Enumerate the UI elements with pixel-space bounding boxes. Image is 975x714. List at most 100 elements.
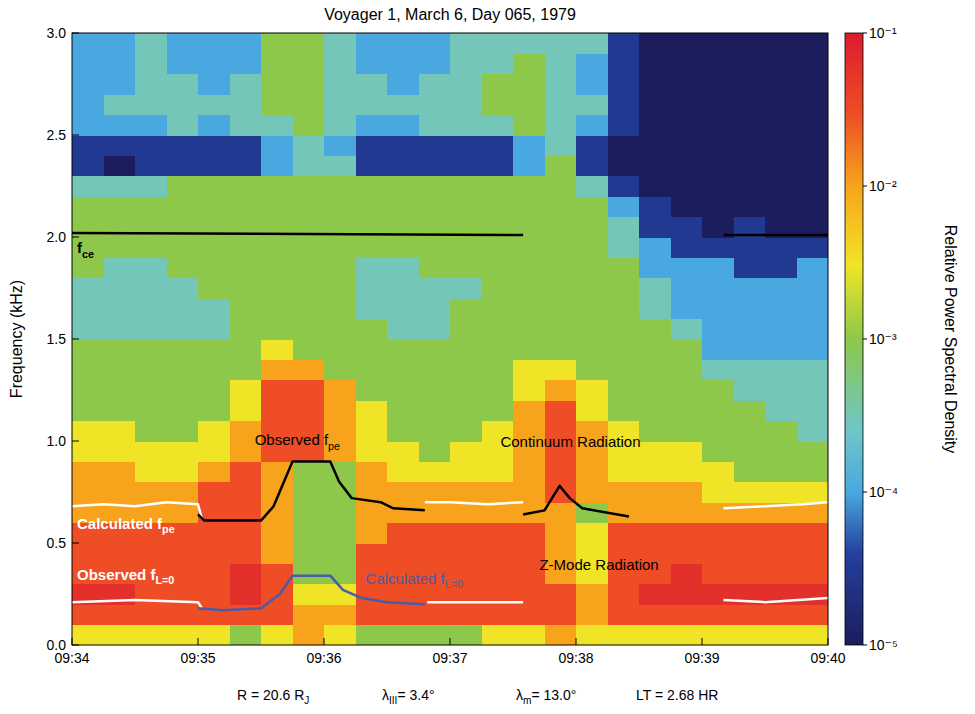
cell (608, 461, 640, 482)
cell (198, 33, 230, 54)
cells (72, 33, 828, 645)
cell (230, 461, 262, 482)
cell (734, 625, 766, 645)
y-tick-label: 2.5 (47, 127, 67, 143)
y-tick (72, 543, 79, 544)
cell (797, 625, 829, 645)
cell (72, 278, 104, 299)
cell (167, 237, 199, 258)
cell (230, 584, 262, 605)
cell (198, 400, 230, 421)
cell (765, 155, 797, 176)
cell (293, 584, 325, 605)
cell (671, 563, 703, 584)
cell (324, 237, 356, 258)
annotation: fce (77, 239, 94, 260)
text-main: λ (382, 687, 389, 703)
cell (734, 115, 766, 136)
cell (167, 53, 199, 74)
cell (702, 523, 734, 544)
cell (734, 380, 766, 401)
cell (545, 176, 577, 197)
cell (545, 625, 577, 645)
cell (450, 176, 482, 197)
cell (702, 74, 734, 95)
cell (450, 625, 482, 645)
cell (545, 257, 577, 278)
cell (104, 33, 136, 54)
cell (104, 482, 136, 503)
cell (104, 115, 136, 136)
cell (608, 604, 640, 625)
cell (797, 563, 829, 584)
text-sub: ce (82, 248, 94, 260)
cell (293, 625, 325, 645)
cell (671, 400, 703, 421)
cell (356, 237, 388, 258)
cell (797, 339, 829, 360)
cell (356, 115, 388, 136)
cell (419, 74, 451, 95)
cell (135, 625, 167, 645)
cell (545, 604, 577, 625)
colorbar-tick-label: 10⁻⁴ (869, 484, 898, 500)
cell (702, 53, 734, 74)
cell (293, 380, 325, 401)
cell (104, 176, 136, 197)
cell (387, 421, 419, 442)
cell (765, 523, 797, 544)
cell (608, 237, 640, 258)
footer-text: R = 20.6 RJ (237, 687, 309, 706)
cell (167, 543, 199, 564)
cell (734, 74, 766, 95)
cell (419, 196, 451, 217)
cell (72, 115, 104, 136)
cell (639, 115, 671, 136)
cell (293, 135, 325, 156)
cell (671, 380, 703, 401)
cell (135, 135, 167, 156)
cell (671, 441, 703, 462)
cell (261, 604, 293, 625)
cell (72, 359, 104, 380)
cell (513, 278, 545, 299)
cell (450, 461, 482, 482)
cell (576, 94, 608, 115)
cell (545, 298, 577, 319)
cell (104, 380, 136, 401)
y-tick-label: 1.5 (47, 331, 67, 347)
cell (198, 298, 230, 319)
cell (230, 359, 262, 380)
cell (293, 523, 325, 544)
cell (513, 482, 545, 503)
cell (198, 523, 230, 544)
cell (419, 33, 451, 54)
cell (72, 482, 104, 503)
cell (639, 217, 671, 238)
cell (608, 94, 640, 115)
cell (387, 155, 419, 176)
cell (167, 482, 199, 503)
x-tick-label: 09:40 (810, 650, 845, 666)
cell (765, 94, 797, 115)
cell (356, 523, 388, 544)
cell (167, 115, 199, 136)
cell (765, 74, 797, 95)
cell (734, 543, 766, 564)
cell (387, 278, 419, 299)
y-tick (72, 645, 79, 646)
cell (387, 543, 419, 564)
cell (293, 298, 325, 319)
cell (765, 319, 797, 340)
cell (167, 278, 199, 299)
cell (639, 196, 671, 217)
cell (765, 53, 797, 74)
cell (671, 155, 703, 176)
cell (482, 298, 514, 319)
cell (387, 257, 419, 278)
cell (387, 482, 419, 503)
cell (671, 359, 703, 380)
cell (167, 298, 199, 319)
cell (356, 380, 388, 401)
cell (419, 298, 451, 319)
